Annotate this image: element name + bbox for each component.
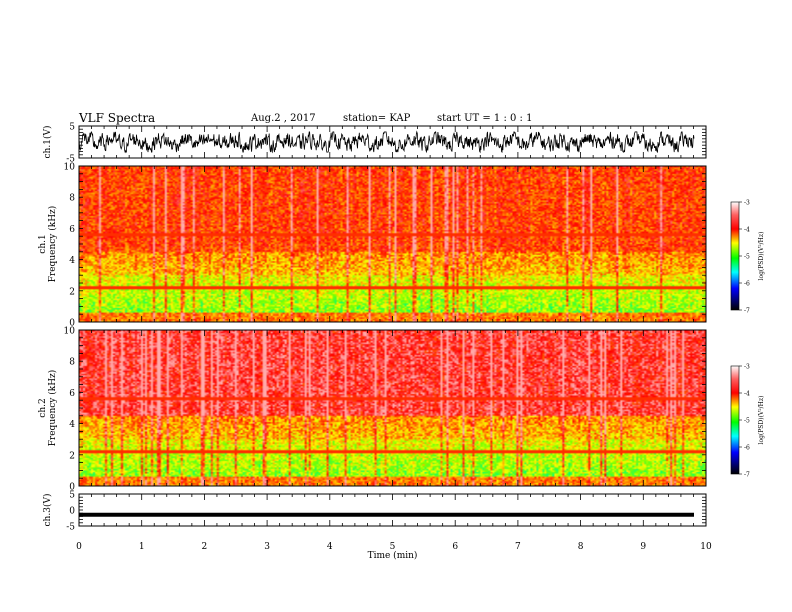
colorbar-label: log(PSD)(V²/Hz) [758,232,765,281]
y-tick-label: 4 [69,256,75,266]
figure-date: Aug.2 , 2017 [251,113,316,124]
waveform-lines [78,130,695,517]
y-axis-label: ch.1 [38,234,48,253]
colorbar-tick-label: -6 [744,281,750,288]
y-axis-label: ch.3(V) [42,494,53,527]
colorbar-1 [730,201,740,311]
ch1-spectrogram-image [79,166,706,322]
y-tick-label: 0 [69,319,75,329]
figure-start-ut: start UT = 1 : 0 : 1 [437,113,533,124]
y-tick-label: 5 [69,123,75,133]
y-tick-label: 0 [69,483,75,493]
x-tick-label: 0 [76,542,82,552]
y-tick-label: 10 [64,163,76,173]
y-tick-label: 10 [64,327,76,337]
colorbar-tick-label: -3 [744,200,750,207]
figure-station: station= KAP [343,113,411,124]
colorbar-tick-label: -6 [744,445,750,452]
y-tick-label: 6 [69,389,75,399]
x-tick-label: 7 [515,542,521,552]
y-axis-label: Frequency (kHz) [47,206,58,283]
colorbar-tick-label: -5 [744,418,750,425]
colorbar-tick-label: -4 [744,391,750,398]
colorbar-tick-label: -3 [744,364,750,371]
colorbar-2 [730,365,740,475]
x-axis-label: Time (min) [368,550,418,561]
y-tick-label: 8 [69,358,75,368]
colorbar-tick-label: -4 [744,227,750,234]
spectrogram-images [79,166,706,486]
colorbar-tick-label: -7 [744,472,750,479]
y-tick-label: 6 [69,225,75,235]
x-tick-label: 2 [202,542,208,552]
y-tick-label: 2 [69,287,75,297]
y-axis-label: ch.1(V) [42,126,53,159]
figure-title: VLF Spectra [79,111,156,125]
y-tick-label: 5 [69,491,75,501]
y-axis-label: ch.2 [38,398,48,417]
x-tick-label: 9 [640,542,646,552]
y-tick-label: 4 [69,420,75,430]
x-tick-label: 5 [390,542,396,552]
colorbar-tick-label: -5 [744,254,750,261]
x-tick-label: 3 [264,542,270,552]
x-tick-label: 1 [139,542,145,552]
y-axis-label: Frequency (kHz) [47,370,58,447]
ch1-waveform-line [78,130,695,154]
y-tick-label: 0 [69,507,75,517]
colorbar-label: log(PSD)(V²/Hz) [758,396,765,445]
y-tick-label: -5 [66,155,75,165]
x-tick-label: 4 [327,542,333,552]
ch2-spectrogram-image [79,330,706,486]
x-tick-label: 6 [452,542,458,552]
x-tick-label: 8 [578,542,584,552]
y-tick-label: -5 [66,523,75,533]
y-tick-label: 8 [69,194,75,204]
y-tick-label: 2 [69,451,75,461]
axes [78,125,742,527]
x-tick-label: 10 [700,542,712,552]
colorbar-tick-label: -7 [744,308,750,315]
